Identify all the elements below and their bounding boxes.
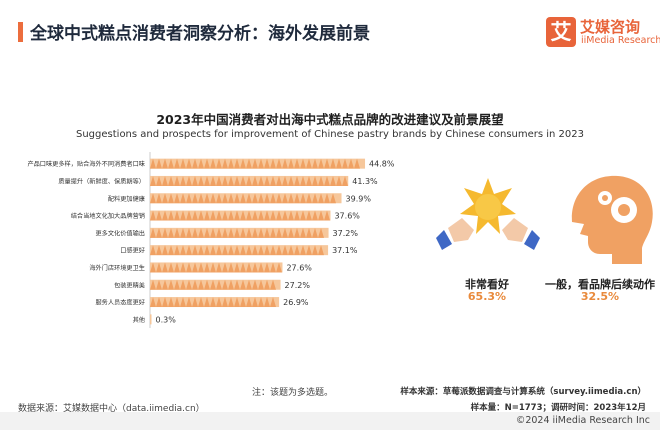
- prospect-label-neutral: 一般，看品牌后续动作: [545, 278, 655, 291]
- thinking-head-icon: [571, 175, 653, 264]
- bar-pattern: [150, 262, 282, 273]
- header: 全球中式糕点消费者洞察分析：海外发展前景 艾 艾媒咨询 iiMedia Rese…: [0, 0, 660, 62]
- category-label: 服务人员态度更好: [96, 299, 146, 307]
- value-label: 37.2%: [333, 229, 359, 238]
- value-label: 37.6%: [334, 212, 360, 221]
- bar: [150, 193, 342, 204]
- category-label: 包装更精美: [114, 281, 145, 289]
- bar: [150, 245, 329, 256]
- brand-logo: 艾 艾媒咨询 iiMedia Research: [546, 17, 660, 49]
- value-label: 27.2%: [285, 281, 311, 290]
- category-label: 更多文化价值输出: [96, 229, 146, 237]
- category-label: 海外门店环境更卫生: [89, 264, 145, 272]
- category-label: 配料更加健康: [108, 195, 145, 203]
- bar-pattern: [150, 158, 360, 169]
- sample-source: 样本来源：草莓派数据调查与计算系统（survey.iimedia.cn）: [400, 387, 646, 397]
- chart-title: 2023年中国消费者对出海中式糕点品牌的改进建议及前景展望: [156, 112, 504, 127]
- star-hands-icon: [436, 178, 540, 250]
- chart-note: 注：该题为多选题。: [252, 388, 334, 398]
- bar-pattern: [150, 210, 330, 221]
- category-label: 其他: [133, 316, 145, 324]
- bar-pattern: [150, 227, 324, 238]
- prospect-label-optimistic: 非常看好: [465, 278, 509, 291]
- prospects-panel: 非常看好 65.3% 一般，看品牌后续动作 32.5%: [430, 160, 660, 320]
- bar: [150, 158, 366, 169]
- logo-name-cn: 艾媒咨询: [580, 18, 641, 36]
- sample-size: 样本量：N=1773；调研时间：2023年12月: [470, 403, 646, 413]
- value-label: 27.6%: [286, 263, 312, 272]
- title-accent-bar: [18, 22, 23, 42]
- category-label: 口感更好: [120, 247, 145, 255]
- bar: [150, 314, 152, 325]
- category-label: 质量提升（新鲜度、保质期等）: [58, 177, 145, 185]
- value-label: 39.9%: [346, 194, 372, 203]
- footer: ©2024 iiMedia Research Inc: [0, 412, 660, 430]
- prospect-value-optimistic: 65.3%: [467, 290, 507, 303]
- bar: [150, 297, 280, 308]
- prospects-illustrations: [436, 175, 653, 264]
- bar-pattern: [150, 245, 324, 256]
- bar-chart: 产品口味更多样，贴合海外不同消费者口味 44.8% 质量提升（新鲜度、保质期等） 41…: [27, 152, 395, 328]
- bar-pattern: [150, 279, 276, 290]
- chart-subtitle: Suggestions and prospects for improvemen…: [76, 129, 584, 140]
- data-source: 数据来源：艾媒数据中心（data.iimedia.cn）: [18, 404, 205, 414]
- bar: [150, 279, 281, 290]
- bar-pattern: [150, 297, 276, 308]
- value-label: 44.8%: [369, 160, 395, 169]
- category-label: 产品口味更多样，贴合海外不同消费者口味: [27, 160, 145, 168]
- value-label: 37.1%: [332, 246, 358, 255]
- value-label: 26.9%: [283, 298, 309, 307]
- bar: [150, 210, 331, 221]
- logo-name-en: iiMedia Research: [581, 35, 660, 46]
- copyright: ©2024 iiMedia Research Inc: [515, 415, 650, 426]
- value-label: 41.3%: [352, 177, 378, 186]
- prospect-value-neutral: 32.5%: [580, 290, 620, 303]
- category-label: 结合当地文化加大品牌营销: [71, 212, 145, 220]
- bar-pattern: [150, 175, 348, 186]
- page-title: 全球中式糕点消费者洞察分析：海外发展前景: [30, 24, 370, 44]
- bar: [150, 262, 283, 273]
- logo-mark-icon: 艾: [546, 17, 576, 47]
- bar: [150, 227, 329, 238]
- bar-pattern: [150, 193, 336, 204]
- value-label: 0.3%: [156, 315, 177, 324]
